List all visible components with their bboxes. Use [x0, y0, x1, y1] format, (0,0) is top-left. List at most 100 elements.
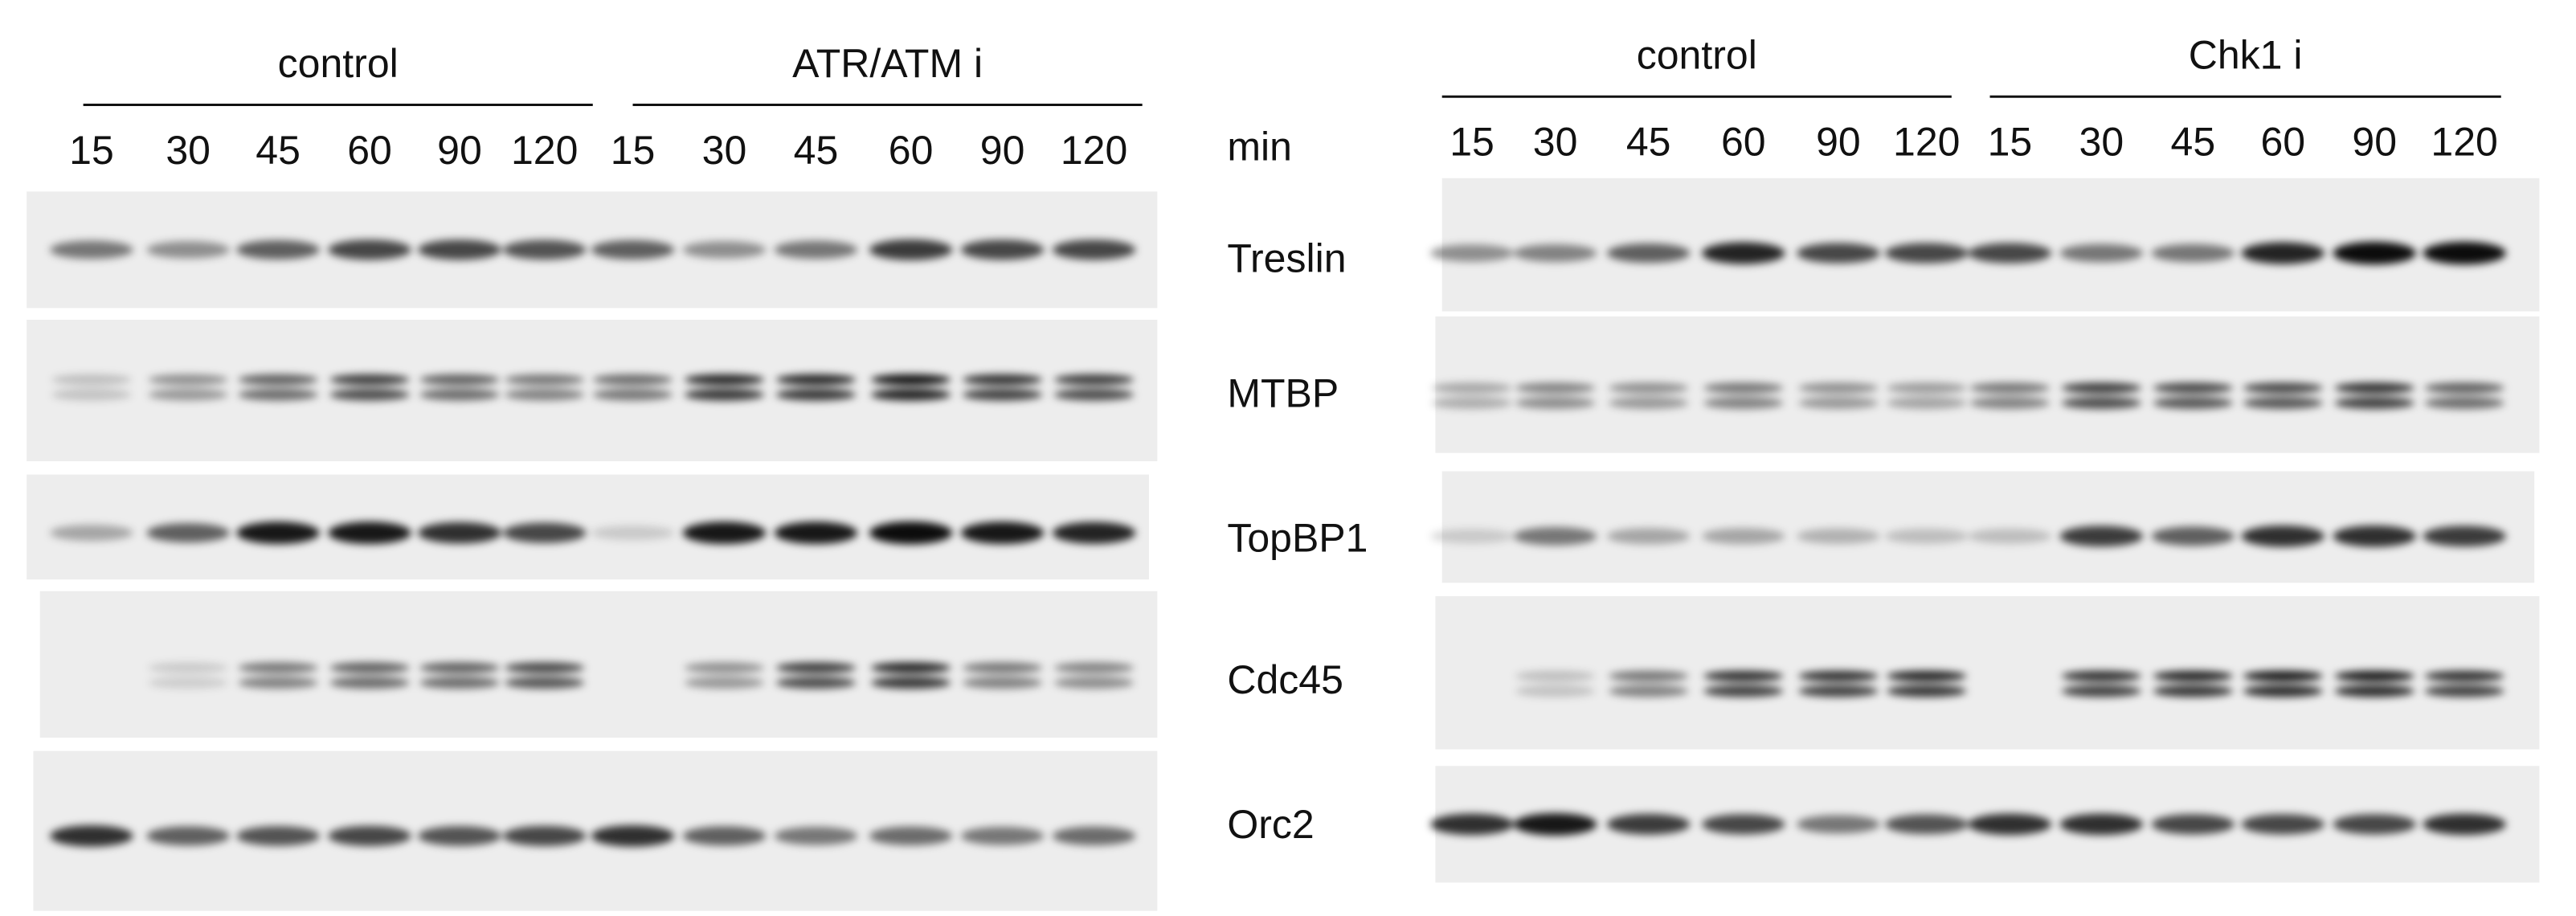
band [2334, 670, 2414, 682]
band [1703, 685, 1784, 697]
time-label: 30 [702, 128, 747, 173]
band [238, 388, 318, 401]
time-label: 120 [1893, 120, 1960, 165]
band [146, 523, 230, 543]
blot-bands [50, 239, 1136, 260]
band [2424, 685, 2504, 697]
band [2334, 397, 2414, 409]
band [2333, 525, 2417, 547]
band [329, 677, 410, 689]
time-label: 90 [980, 128, 1025, 173]
band [684, 677, 765, 689]
blot-bands [1432, 382, 2504, 409]
group-label: Chk1 i [2189, 33, 2303, 78]
band [962, 388, 1043, 401]
time-label: 120 [2431, 120, 2497, 165]
blot-membrane [1441, 471, 2535, 583]
band [2059, 525, 2144, 547]
band [684, 374, 765, 386]
band [1515, 685, 1596, 697]
band [1606, 243, 1691, 264]
protein-label: TopBP1 [1227, 516, 1368, 561]
band [418, 521, 501, 544]
band [418, 239, 501, 260]
band [419, 662, 500, 673]
band [502, 239, 587, 260]
time-label: 15 [611, 128, 656, 173]
band [1432, 397, 1512, 409]
band [869, 521, 953, 545]
band [1515, 397, 1596, 409]
band [2153, 685, 2234, 697]
time-unit: min [1227, 125, 1292, 170]
protein-label: MTBP [1227, 370, 1339, 415]
band [50, 240, 133, 260]
band [1887, 685, 1967, 697]
band [2243, 670, 2323, 682]
band [1052, 239, 1136, 260]
band [328, 521, 411, 545]
group-label: ATR/ATM i [792, 41, 983, 86]
band [2243, 685, 2323, 697]
band [774, 240, 858, 260]
time-label: 15 [1450, 120, 1494, 165]
band [2153, 397, 2234, 409]
band [1515, 382, 1596, 394]
band [2061, 670, 2142, 682]
band [592, 388, 673, 401]
blot-bands [148, 662, 1135, 689]
time-label: 60 [889, 128, 934, 173]
band [328, 239, 411, 260]
band [148, 662, 228, 673]
band [2059, 243, 2144, 263]
band [870, 374, 951, 386]
band [960, 521, 1045, 545]
band [148, 388, 228, 401]
band [591, 525, 675, 541]
band [2334, 685, 2414, 697]
band [50, 525, 133, 542]
band [962, 662, 1043, 673]
time-label: 120 [511, 128, 578, 173]
band [1887, 382, 1967, 394]
band [236, 239, 320, 260]
band [1703, 397, 1784, 409]
band [329, 662, 410, 673]
band [684, 388, 765, 401]
band [1053, 662, 1135, 673]
blot-membrane [39, 591, 1158, 738]
blot-bands [51, 374, 1135, 401]
band [50, 825, 133, 847]
band [1969, 382, 2051, 394]
band [504, 662, 585, 673]
blot-bands [50, 825, 1136, 847]
band [1798, 670, 1879, 682]
band [148, 677, 228, 689]
time-label: 60 [2260, 120, 2305, 165]
band [504, 374, 585, 386]
band [2151, 526, 2235, 546]
band [1430, 529, 1514, 544]
time-label: 15 [69, 128, 114, 173]
band [1797, 528, 1880, 545]
band [1968, 243, 2052, 264]
band [869, 826, 953, 846]
time-label: 45 [256, 128, 301, 173]
band [591, 825, 675, 847]
blot-bands [1515, 670, 2504, 697]
band [1798, 397, 1879, 409]
band [419, 388, 500, 401]
band [1513, 812, 1597, 836]
time-label: 15 [1988, 120, 2033, 165]
band [51, 388, 132, 401]
band [328, 825, 411, 846]
band [869, 239, 953, 260]
band [2424, 670, 2504, 682]
band [1968, 813, 2052, 836]
time-label: 90 [437, 128, 482, 173]
band [870, 662, 951, 673]
band [1430, 813, 1514, 836]
band [960, 826, 1045, 845]
band [1053, 374, 1135, 386]
